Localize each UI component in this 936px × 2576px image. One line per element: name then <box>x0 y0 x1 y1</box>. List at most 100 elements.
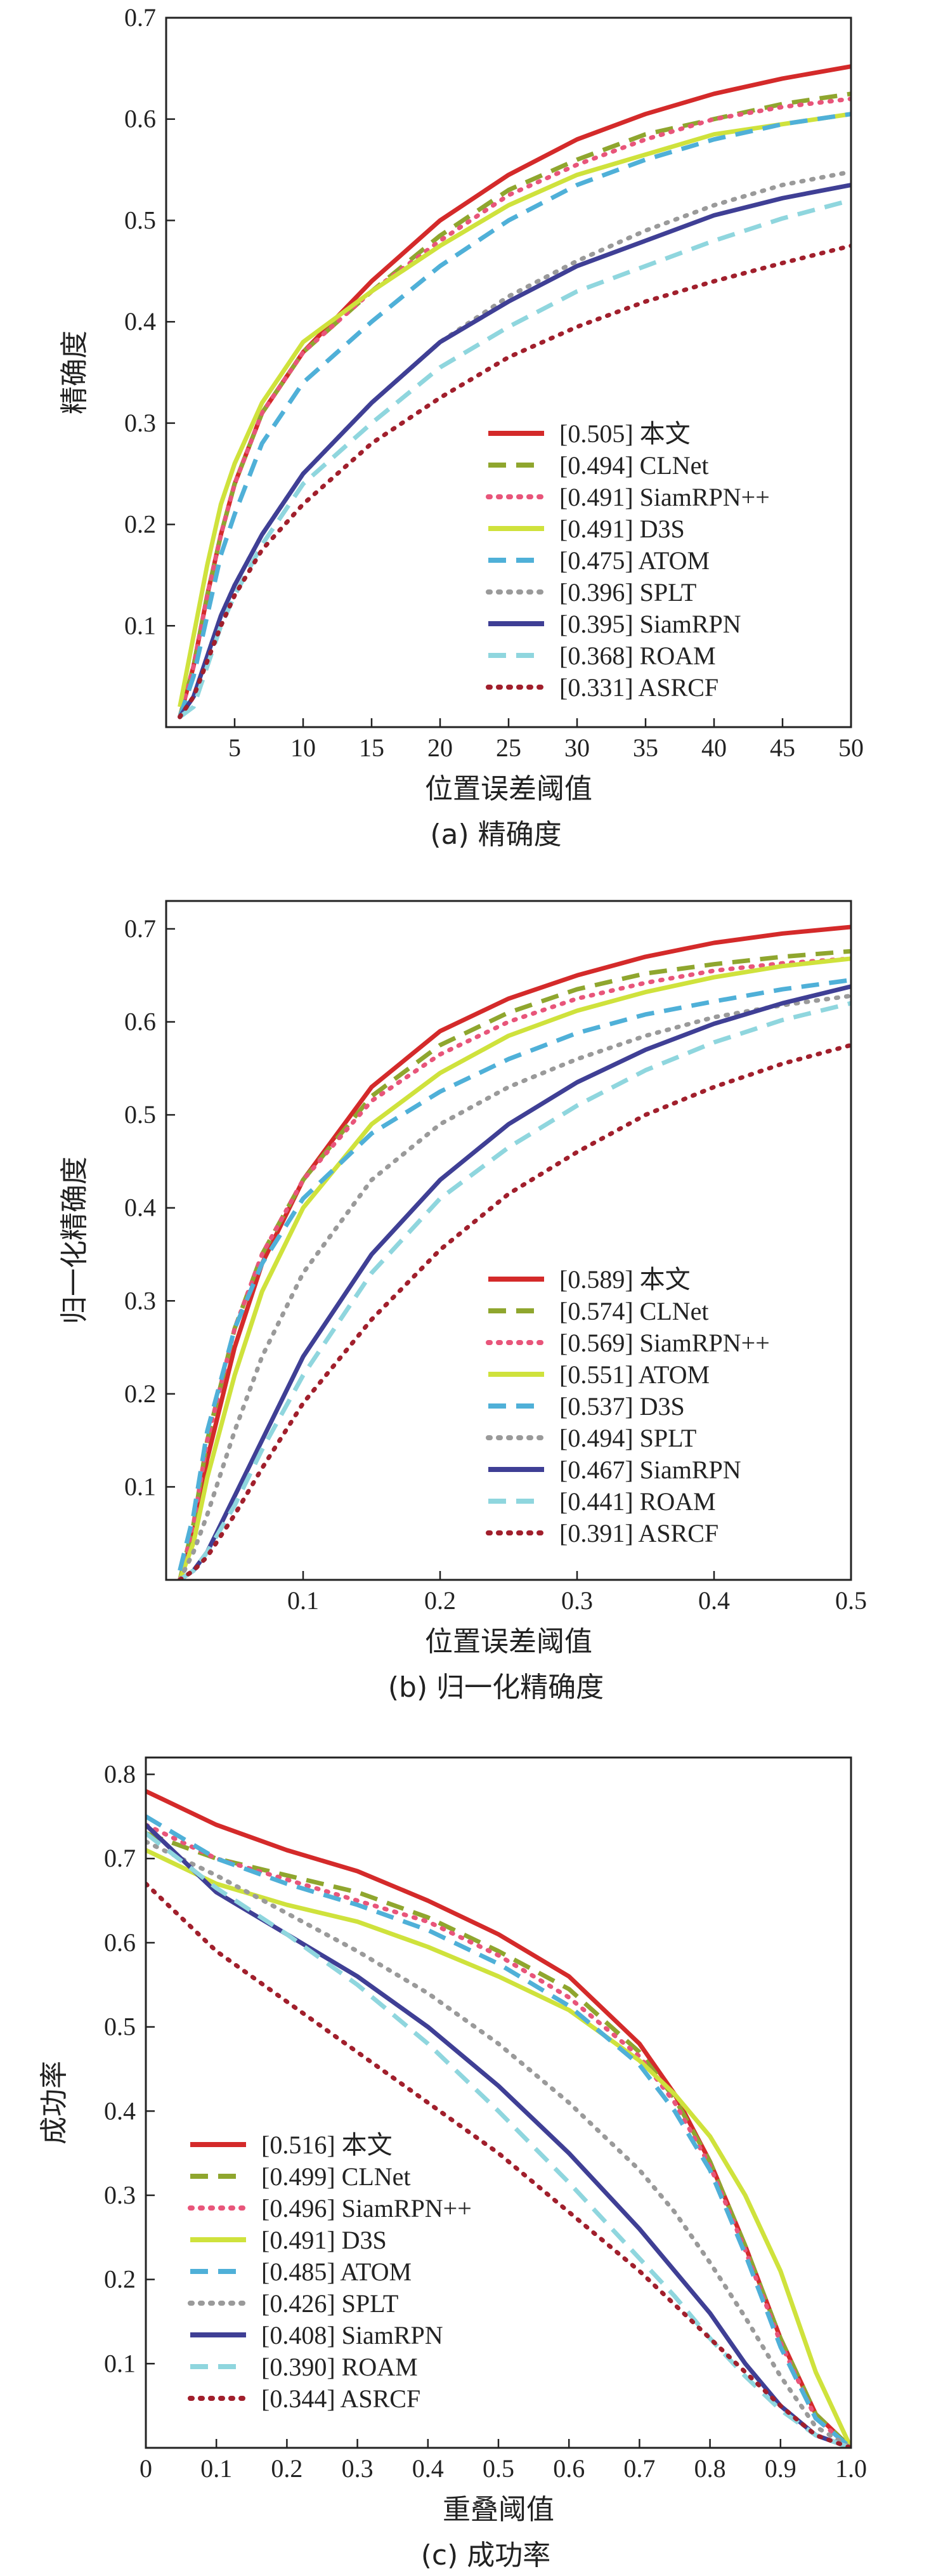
series-line-CLNet <box>146 1831 851 2448</box>
series-line-本文 <box>178 64 851 718</box>
x-tick-label: 0 <box>140 2454 152 2483</box>
series-line-ROAM <box>146 1831 851 2448</box>
x-tick-label: 35 <box>633 733 658 762</box>
x-tick-label: 0.8 <box>694 2454 726 2483</box>
legend-label-SPLT: [0.494] SPLT <box>559 1424 696 1452</box>
series-line-SPLT <box>178 994 851 1580</box>
legend-label-ATOM: [0.551] ATOM <box>559 1360 710 1389</box>
series-lines <box>178 924 851 1580</box>
y-tick-label: 0.1 <box>124 1472 156 1501</box>
y-tick-label: 0.5 <box>104 2013 136 2041</box>
series-line-SiamRPN <box>146 1823 851 2448</box>
legend-label-ATOM: [0.485] ATOM <box>261 2257 412 2286</box>
legend: [0.516] 本文 [0.499] CLNet [0.496] SiamRPN++… <box>188 2131 472 2413</box>
legend-label-SiamRPN: [0.467] SiamRPN <box>559 1456 741 1484</box>
legend-label-本文: [0.516] 本文 <box>261 2131 393 2159</box>
series-line-SPLT <box>178 169 851 720</box>
x-axis-label: 位置误差阈值 <box>425 773 592 805</box>
y-tick-label: 0.6 <box>104 1928 136 1957</box>
y-tick-label: 0.3 <box>124 1286 156 1315</box>
y-axis-label: 成功率 <box>38 2061 70 2145</box>
x-tick-label: 1.0 <box>835 2454 867 2483</box>
x-tick-label: 0.2 <box>424 1586 456 1615</box>
y-tick-label: 0.3 <box>124 409 156 437</box>
legend-label-SiamRPN: [0.395] SiamRPN <box>559 610 741 638</box>
legend-label-SiamRPN++: [0.569] SiamRPN++ <box>559 1329 770 1357</box>
plot-frame <box>145 1756 852 2449</box>
series-line-SiamRPN++ <box>178 956 851 1580</box>
legend-label-本文: [0.505] 本文 <box>559 419 691 448</box>
x-tick-label: 40 <box>701 733 727 762</box>
y-tick-label: 0.6 <box>124 1008 156 1036</box>
y-tick-label: 0.5 <box>124 1100 156 1129</box>
x-tick-label: 0.2 <box>271 2454 302 2483</box>
legend-label-本文: [0.589] 本文 <box>559 1265 691 1294</box>
x-axis-label: 重叠阈值 <box>443 2494 554 2526</box>
y-tick-label: 0.3 <box>104 2181 136 2209</box>
legend-label-ASRCF: [0.391] ASRCF <box>559 1519 718 1548</box>
y-axis-label: 归一化精确度 <box>58 1157 91 1324</box>
plot-frame <box>165 16 852 728</box>
y-tick-label: 0.7 <box>124 3 156 32</box>
series-line-ROAM <box>178 198 851 719</box>
series-line-SiamRPN <box>178 984 851 1580</box>
x-tick-label: 0.3 <box>561 1586 593 1615</box>
series-line-ATOM <box>178 112 851 718</box>
legend-label-SPLT: [0.396] SPLT <box>559 578 696 607</box>
series-line-SiamRPN++ <box>146 1822 851 2448</box>
legend-label-SPLT: [0.426] SPLT <box>261 2289 398 2318</box>
series-line-ROAM <box>178 1001 851 1580</box>
series-line-ATOM <box>146 1814 851 2448</box>
x-tick-label: 5 <box>228 733 241 762</box>
y-tick-label: 0.2 <box>124 1379 156 1408</box>
x-tick-label: 0.9 <box>765 2454 796 2483</box>
plot-frame <box>165 900 852 1581</box>
series-line-ASRCF <box>178 243 851 720</box>
legend-label-CLNet: [0.494] CLNet <box>559 451 709 480</box>
chart-caption: (a) 精确度 <box>430 818 561 851</box>
x-tick-label: 0.5 <box>835 1586 867 1615</box>
legend-label-SiamRPN++: [0.496] SiamRPN++ <box>261 2194 472 2223</box>
x-tick-label: 50 <box>838 733 864 762</box>
y-tick-label: 0.4 <box>124 307 156 336</box>
x-tick-label: 0.1 <box>287 1586 319 1615</box>
chart-caption: (c) 成功率 <box>421 2539 551 2572</box>
series-line-D3S <box>146 1848 851 2448</box>
x-tick-label: 30 <box>564 733 590 762</box>
series-line-本文 <box>146 1789 851 2448</box>
series-lines <box>146 1789 851 2448</box>
legend-label-CLNet: [0.499] CLNet <box>261 2162 411 2191</box>
y-tick-label: 0.1 <box>104 2349 136 2377</box>
series-line-SiamRPN <box>178 183 851 718</box>
x-tick-label: 25 <box>496 733 521 762</box>
series-line-CLNet <box>178 949 851 1580</box>
series-line-本文 <box>178 924 851 1580</box>
y-tick-label: 0.2 <box>124 510 156 539</box>
y-tick-label: 0.8 <box>104 1760 136 1789</box>
y-tick-label: 0.4 <box>104 2096 136 2125</box>
x-tick-label: 45 <box>770 733 795 762</box>
legend-label-ASRCF: [0.344] ASRCF <box>261 2384 420 2413</box>
legend-label-ROAM: [0.441] ROAM <box>559 1487 716 1516</box>
series-line-ASRCF <box>146 1881 851 2448</box>
x-tick-label: 0.3 <box>342 2454 374 2483</box>
y-axis-label: 精确度 <box>58 331 91 414</box>
x-tick-label: 15 <box>359 733 384 762</box>
y-tick-label: 0.4 <box>124 1193 156 1222</box>
legend: [0.589] 本文 [0.574] CLNet [0.569] SiamRPN++… <box>486 1265 770 1548</box>
legend-label-D3S: [0.491] D3S <box>559 515 685 543</box>
legend-label-D3S: [0.537] D3S <box>559 1392 685 1421</box>
x-tick-label: 0.1 <box>200 2454 232 2483</box>
x-axis-label: 位置误差阈值 <box>425 1626 592 1658</box>
chart-1: 5 10 15 20 25 30 35 40 45 50 0.1 0.2 0.3 0.4 0.5 0.6 0.7… <box>58 3 864 851</box>
x-tick-label: 0.5 <box>483 2454 514 2483</box>
y-tick-label: 0.7 <box>104 1844 136 1872</box>
legend-label-SiamRPN: [0.408] SiamRPN <box>261 2321 443 2349</box>
legend-label-ROAM: [0.368] ROAM <box>559 641 716 670</box>
legend-label-SiamRPN++: [0.491] SiamRPN++ <box>559 483 770 511</box>
legend-label-ASRCF: [0.331] ASRCF <box>559 673 718 702</box>
legend-label-D3S: [0.491] D3S <box>261 2226 387 2254</box>
legend-label-ATOM: [0.475] ATOM <box>559 546 710 575</box>
